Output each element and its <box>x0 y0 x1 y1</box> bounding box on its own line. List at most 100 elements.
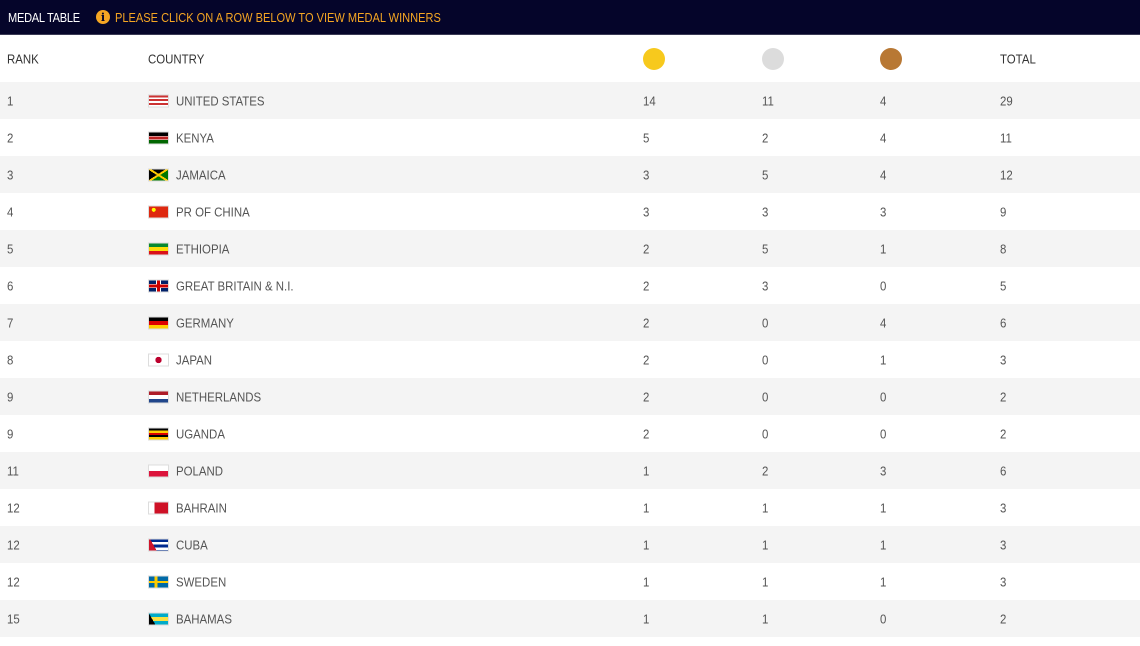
rank-cell: 7 <box>7 315 14 330</box>
flag-bh-icon <box>148 501 169 514</box>
total-count: 8 <box>1000 241 1007 256</box>
rank-cell: 11 <box>7 463 19 478</box>
rank-cell: 15 <box>7 611 20 626</box>
total-count: 6 <box>1000 315 1007 330</box>
gold-count: 1 <box>643 537 650 552</box>
rank-cell: 5 <box>7 241 14 256</box>
silver-count: 1 <box>762 611 769 626</box>
silver-count: 1 <box>762 574 769 589</box>
gold-count: 2 <box>643 352 650 367</box>
silver-count: 1 <box>762 537 769 552</box>
total-count: 2 <box>1000 389 1007 404</box>
gold-count: 2 <box>643 389 650 404</box>
bronze-count: 0 <box>880 278 887 293</box>
gold-count: 3 <box>643 167 650 182</box>
silver-count: 0 <box>762 315 769 330</box>
total-count: 2 <box>1000 426 1007 441</box>
country-name: JAMAICA <box>176 167 226 182</box>
table-row[interactable]: 12 CUBA 1 1 1 3 <box>0 526 1140 563</box>
country-name: POLAND <box>176 463 224 478</box>
country-name: GERMANY <box>176 315 234 330</box>
table-row[interactable]: 4 PR OF CHINA 3 3 3 9 <box>0 193 1140 230</box>
table-header-row: RANK COUNTRY TOTAL <box>0 35 1140 82</box>
flag-gb-icon <box>148 279 169 292</box>
flag-se-icon <box>148 575 169 588</box>
total-count: 3 <box>1000 500 1007 515</box>
flag-cu-icon <box>148 538 169 551</box>
rank-cell: 6 <box>7 278 14 293</box>
hint-text: PLEASE CLICK ON A ROW BELOW TO VIEW MEDA… <box>115 9 441 25</box>
country-name: CUBA <box>176 537 208 552</box>
table-row[interactable]: 1 UNITED STATES 14 11 4 29 <box>0 82 1140 119</box>
rank-cell: 3 <box>7 167 14 182</box>
table-row[interactable]: 11 POLAND 1 2 3 6 <box>0 452 1140 489</box>
total-count: 3 <box>1000 352 1007 367</box>
total-count: 6 <box>1000 463 1007 478</box>
country-name: KENYA <box>176 130 214 145</box>
rank-cell: 12 <box>7 574 20 589</box>
bronze-medal-icon <box>880 47 902 70</box>
silver-count: 11 <box>762 93 774 108</box>
silver-medal-icon <box>762 47 784 70</box>
country-name: UGANDA <box>176 426 225 441</box>
table-row[interactable]: 9 UGANDA 2 0 0 2 <box>0 415 1140 452</box>
gold-count: 2 <box>643 315 650 330</box>
table-row[interactable]: 7 GERMANY 2 0 4 6 <box>0 304 1140 341</box>
silver-count: 0 <box>762 426 769 441</box>
table-row[interactable]: 9 NETHERLANDS 2 0 0 2 <box>0 378 1140 415</box>
country-name: GREAT BRITAIN & N.I. <box>176 278 294 293</box>
flag-de-icon <box>148 316 169 329</box>
bronze-count: 0 <box>880 389 887 404</box>
silver-count: 0 <box>762 389 769 404</box>
table-row[interactable]: 2 KENYA 5 2 4 11 <box>0 119 1140 156</box>
bronze-count: 4 <box>880 130 887 145</box>
bronze-count: 1 <box>880 574 887 589</box>
flag-jp-icon <box>148 353 169 366</box>
section-title: MEDAL TABLE <box>8 9 80 25</box>
silver-count: 0 <box>762 352 769 367</box>
silver-count: 5 <box>762 241 769 256</box>
total-count: 3 <box>1000 574 1007 589</box>
table-row[interactable]: 3 JAMAICA 3 5 4 12 <box>0 156 1140 193</box>
silver-count: 3 <box>762 278 769 293</box>
bronze-count: 1 <box>880 352 887 367</box>
silver-count: 2 <box>762 463 769 478</box>
flag-bs-icon <box>148 612 169 625</box>
total-header: TOTAL <box>1000 51 1036 66</box>
rank-cell: 8 <box>7 352 14 367</box>
table-row[interactable]: 8 JAPAN 2 0 1 3 <box>0 341 1140 378</box>
silver-count: 1 <box>762 500 769 515</box>
rank-cell: 9 <box>7 389 14 404</box>
flag-et-icon <box>148 242 169 255</box>
bronze-count: 4 <box>880 315 887 330</box>
bronze-count: 4 <box>880 93 887 108</box>
country-name: UNITED STATES <box>176 93 265 108</box>
table-row[interactable]: 12 SWEDEN 1 1 1 3 <box>0 563 1140 600</box>
table-row[interactable]: 12 BAHRAIN 1 1 1 3 <box>0 489 1140 526</box>
bronze-count: 1 <box>880 537 887 552</box>
country-name: ETHIOPIA <box>176 241 230 256</box>
flag-cn-icon <box>148 205 169 218</box>
table-row[interactable]: 15 BAHAMAS 1 1 0 2 <box>0 600 1140 637</box>
total-count: 2 <box>1000 611 1007 626</box>
medal-table-header: MEDAL TABLE i PLEASE CLICK ON A ROW BELO… <box>0 0 1140 35</box>
table-row[interactable]: 5 ETHIOPIA 2 5 1 8 <box>0 230 1140 267</box>
table-row[interactable]: 6 GREAT BRITAIN & N.I. 2 3 0 5 <box>0 267 1140 304</box>
flag-jm-icon <box>148 168 169 181</box>
rank-cell: 1 <box>7 93 14 108</box>
total-count: 3 <box>1000 537 1007 552</box>
country-name: SWEDEN <box>176 574 227 589</box>
rank-header: RANK <box>7 51 39 66</box>
country-name: PR OF CHINA <box>176 204 250 219</box>
gold-count: 2 <box>643 426 650 441</box>
country-header: COUNTRY <box>148 51 205 66</box>
bronze-count: 0 <box>880 426 887 441</box>
flag-nl-icon <box>148 390 169 403</box>
info-icon: i <box>96 10 110 24</box>
bronze-count: 4 <box>880 167 887 182</box>
total-count: 29 <box>1000 93 1013 108</box>
bronze-count: 3 <box>880 463 887 478</box>
flag-ug-icon <box>148 427 169 440</box>
gold-count: 1 <box>643 611 650 626</box>
gold-count: 5 <box>643 130 650 145</box>
